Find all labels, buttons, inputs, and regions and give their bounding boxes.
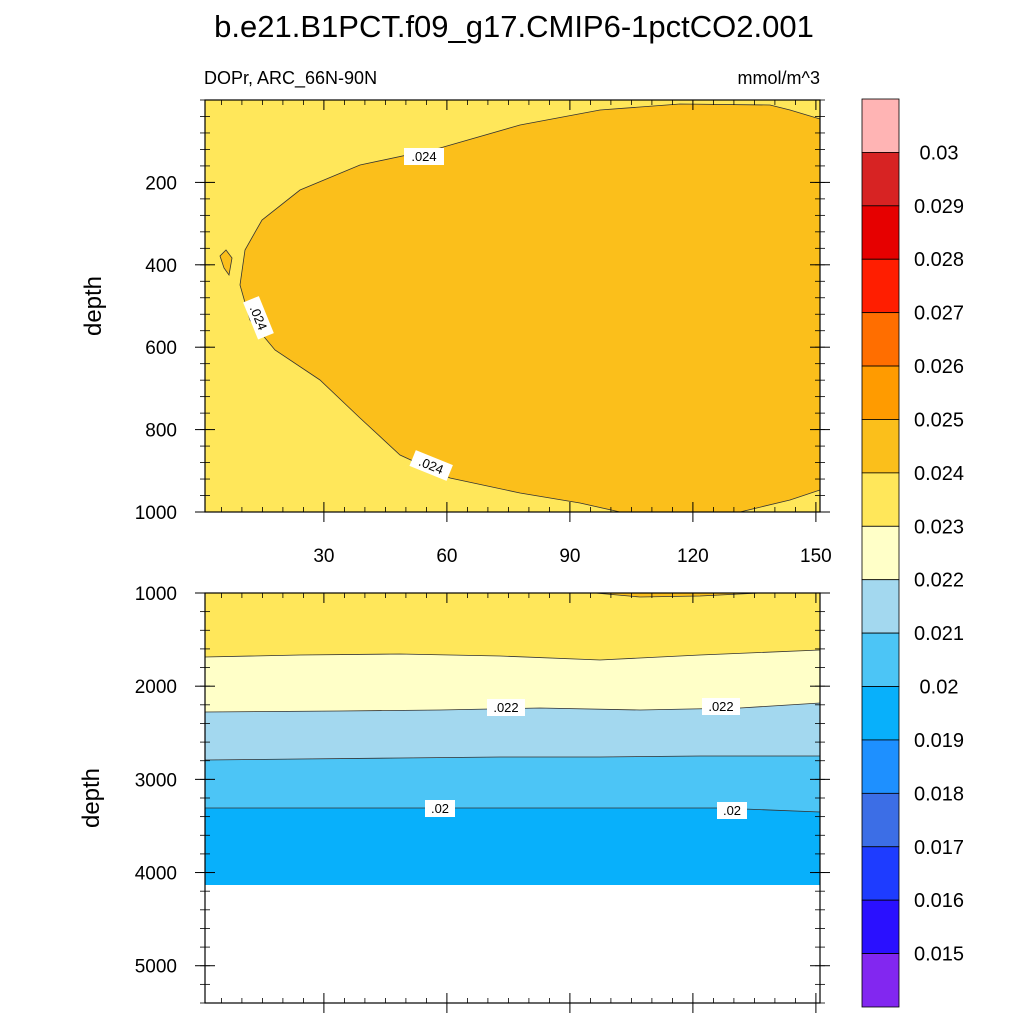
upper-contour-label-box-2 xyxy=(243,296,274,340)
lower-contour-label-box-1 xyxy=(487,699,525,716)
left-string: DOPr, ARC_66N-90N xyxy=(204,68,377,89)
upper-contour-label-box-3 xyxy=(409,450,453,481)
colorbar-box xyxy=(861,792,900,848)
lower-band-0.021-0.022 xyxy=(205,703,820,760)
upper-ticks: 30 60 90 120 150 200 400 600 800 1000 xyxy=(135,99,832,567)
colorbar-box xyxy=(861,472,900,527)
colorbar-label: 0.018 xyxy=(914,783,964,805)
contour-line-0.024 xyxy=(594,592,761,598)
upper-contour-label-box-1 xyxy=(404,148,444,165)
lower-y-axis-label: depth xyxy=(78,768,105,828)
lower-contour-label-1: .022 xyxy=(493,700,518,715)
lower-y-tick-label: 3000 xyxy=(135,770,177,791)
colorbar-box xyxy=(861,525,900,581)
lower-y-tick-label: 2000 xyxy=(135,677,177,698)
upper-y-tick-label: 1000 xyxy=(135,503,177,524)
colorbar-label: 0.025 xyxy=(914,409,964,431)
lower-band-0.022-0.023 xyxy=(205,650,820,712)
colorbar-label: 0.017 xyxy=(914,837,964,859)
colorbar-box xyxy=(861,152,900,207)
upper-contour-label-1: .024 xyxy=(411,149,436,164)
lower-contour-label-box-2 xyxy=(702,698,740,715)
lower-band-0.023-0.024 xyxy=(205,593,820,660)
upper-y-tick-label: 600 xyxy=(145,338,177,359)
colorbar-box xyxy=(861,205,900,260)
contour-line-0.023 xyxy=(204,649,821,661)
units-label: mmol/m^3 xyxy=(738,68,820,88)
colorbar-label: 0.021 xyxy=(914,623,964,645)
lower-y-tick-label: 4000 xyxy=(135,864,177,885)
lower-band-0.019-0.020 xyxy=(205,808,820,885)
lower-contour-label-2: .022 xyxy=(708,699,733,714)
lower-contour-label-box-4 xyxy=(717,802,747,819)
colorbar-box xyxy=(861,98,900,153)
colorbar-label: 0.026 xyxy=(914,356,964,378)
colorbar-box xyxy=(861,899,900,954)
colorbar-label: 0.027 xyxy=(914,303,964,325)
lower-contour-label-3: .02 xyxy=(431,801,449,816)
upper-x-tick-label: 120 xyxy=(677,546,709,567)
upper-y-tick-label: 800 xyxy=(145,421,177,442)
upper-x-tick-label: 150 xyxy=(800,546,832,567)
lower-ticks: 1000 2000 3000 4000 5000 xyxy=(135,584,830,1013)
colorbar-label: 0.019 xyxy=(914,730,964,752)
upper-y-tick-label: 200 xyxy=(145,173,177,194)
colorbar-box xyxy=(861,953,900,1008)
lower-panel: .022 .022 .02 .02 1000 2000 3000 4000 5000 d… xyxy=(78,584,830,1013)
colorbar-box xyxy=(861,686,900,741)
upper-y-tick-label: 400 xyxy=(145,256,177,277)
colorbar-label: 0.022 xyxy=(914,570,964,592)
colorbar-label: 0.03 xyxy=(920,142,959,164)
colorbar-box xyxy=(861,632,900,687)
upper-plot-frame xyxy=(204,99,821,513)
colorbar-label: 0.023 xyxy=(914,516,964,538)
lower-contour-label-box-3 xyxy=(425,800,455,817)
colorbar-label: 0.02 xyxy=(920,677,959,699)
upper-panel: .024 .024 .024 30 60 90 120 1502004006008001… xyxy=(80,99,832,567)
lower-band-0.024-0.025-sliver xyxy=(595,593,760,597)
colorbar-label: 0.028 xyxy=(914,249,964,271)
contour-line-0.021 xyxy=(204,755,820,761)
chart-title: b.e21.B1PCT.f09_g17.CMIP6-1pctCO2.001 xyxy=(214,9,814,44)
upper-x-tick-label: 60 xyxy=(436,546,457,567)
upper-x-tick-label: 90 xyxy=(559,546,580,567)
colorbar-box xyxy=(861,312,900,367)
upper-inner-blob xyxy=(219,249,233,277)
colorbar-label: 0.024 xyxy=(914,463,964,485)
colorbar-label: 0.016 xyxy=(914,890,964,912)
upper-y-axis-label: depth xyxy=(80,276,107,336)
colorbar-label: 0.029 xyxy=(914,196,964,218)
colorbar-box xyxy=(861,846,900,901)
colorbar-box xyxy=(861,365,900,420)
lower-band-0.020-0.021 xyxy=(205,756,820,812)
colorbar-label: 0.015 xyxy=(914,944,964,966)
lower-y-tick-label: 1000 xyxy=(135,584,177,605)
colorbar-box xyxy=(861,258,900,314)
colorbar-box xyxy=(861,579,900,634)
colorbar-box xyxy=(861,419,900,474)
colorbar-box xyxy=(861,739,900,794)
upper-x-tick-label: 30 xyxy=(313,546,334,567)
colorbar: 0.03 0.029 0.028 0.027 0.026 0.025 0.024 0.023 0… xyxy=(861,98,964,1008)
lower-y-tick-label: 5000 xyxy=(135,957,177,978)
lower-contour-label-4: .02 xyxy=(723,803,741,818)
